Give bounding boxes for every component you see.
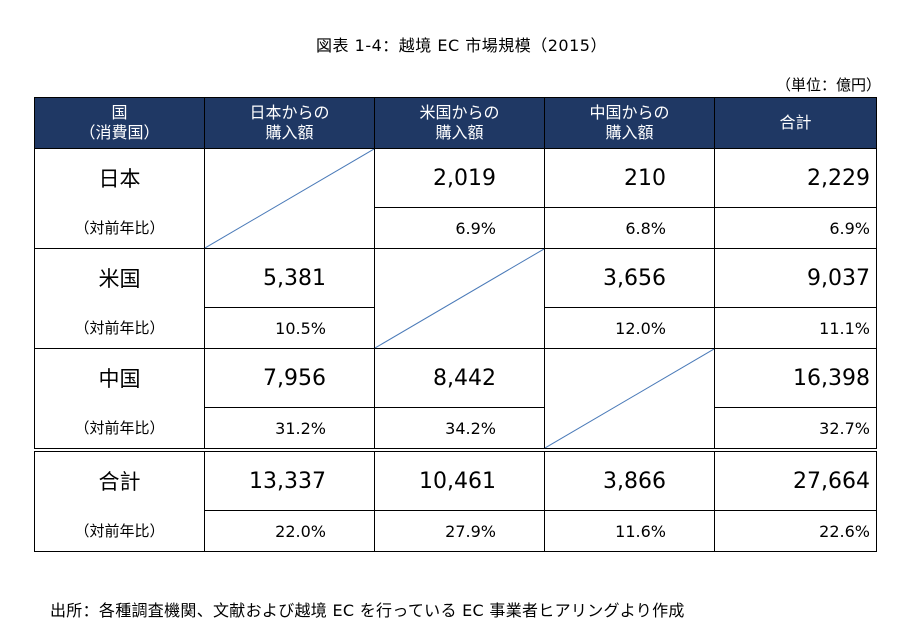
header-total: 合計 (714, 97, 877, 149)
header-from-china-line1: 中国からの (589, 103, 670, 122)
table-row-china: 中国 7,956 8,442 16,398 (34, 348, 877, 451)
row-label-china: 中国 (34, 348, 205, 408)
table-row-total-yoy: （対前年比） 22.0% 27.9% 11.6% 22.6% (34, 510, 877, 552)
cell-grand-total: 27,664 (714, 448, 877, 511)
cell-us-from-japan: 5,381 (204, 248, 375, 308)
cell-us-from-japan-yoy: 10.5% (204, 307, 375, 349)
cell-total-from-us: 10,461 (374, 448, 545, 511)
diagonal-line (545, 349, 714, 448)
cell-china-total: 16,398 (714, 348, 877, 408)
header-from-japan-line1: 日本からの (249, 103, 330, 122)
header-country-line2: （消費国） (79, 123, 160, 142)
cell-total-from-china: 3,866 (544, 448, 715, 511)
table-row-china-yoy: （対前年比） 31.2% 34.2% 32.7% (34, 407, 877, 451)
row-label-china-yoy: （対前年比） (34, 407, 205, 451)
row-label-japan-yoy: （対前年比） (34, 207, 205, 249)
cell-japan-total-yoy: 6.9% (714, 207, 877, 249)
cell-total-from-japan-yoy: 22.0% (204, 510, 375, 552)
cell-china-total-yoy: 32.7% (714, 407, 877, 451)
unit-label: （単位：億円） (775, 76, 881, 94)
cell-us-total-yoy: 11.1% (714, 307, 877, 349)
row-label-total-yoy: （対前年比） (34, 510, 205, 552)
table-row-japan-yoy: （対前年比） 6.9% 6.8% 6.9% (34, 207, 877, 249)
cell-us-total: 9,037 (714, 248, 877, 308)
table-row-us: 米国 5,381 3,656 9,037 (34, 248, 877, 349)
header-from-japan-line2: 購入額 (265, 123, 314, 142)
empty-cell-japan-from-japan (204, 148, 375, 249)
table-row-us-yoy: （対前年比） 10.5% 12.0% 11.1% (34, 307, 877, 349)
row-label-total: 合計 (34, 448, 205, 511)
row-label-us: 米国 (34, 248, 205, 308)
cell-japan-from-us-yoy: 6.9% (374, 207, 545, 249)
cell-japan-from-us: 2,019 (374, 148, 545, 208)
empty-cell-us-from-us (374, 248, 545, 349)
cell-total-from-us-yoy: 27.9% (374, 510, 545, 552)
cell-grand-total-yoy: 22.6% (714, 510, 877, 552)
cell-japan-total: 2,229 (714, 148, 877, 208)
header-from-us: 米国からの 購入額 (374, 97, 545, 149)
header-from-us-line2: 購入額 (435, 123, 484, 142)
cell-china-from-us-yoy: 34.2% (374, 407, 545, 451)
table-row-japan: 日本 2,019 210 2,229 (34, 148, 877, 249)
cell-total-from-japan: 13,337 (204, 448, 375, 511)
diagonal-line (375, 249, 544, 348)
header-from-china-line2: 購入額 (605, 123, 654, 142)
row-label-us-yoy: （対前年比） (34, 307, 205, 349)
figure-title: 図表 1-4：越境 EC 市場規模（2015） (316, 36, 607, 55)
cell-us-from-china: 3,656 (544, 248, 715, 308)
cell-japan-from-china-yoy: 6.8% (544, 207, 715, 249)
ec-market-table: 国 （消費国） 日本からの 購入額 米国からの 購入額 中国からの 購入額 合計… (34, 97, 877, 552)
header-from-japan: 日本からの 購入額 (204, 97, 375, 149)
cell-us-from-china-yoy: 12.0% (544, 307, 715, 349)
cell-japan-from-china: 210 (544, 148, 715, 208)
header-from-china: 中国からの 購入額 (544, 97, 715, 149)
cell-china-from-japan-yoy: 31.2% (204, 407, 375, 451)
cell-china-from-us: 8,442 (374, 348, 545, 408)
header-country-line1: 国 (111, 103, 128, 122)
empty-cell-china-from-china (544, 348, 715, 451)
header-from-us-line1: 米国からの (419, 103, 500, 122)
cell-china-from-japan: 7,956 (204, 348, 375, 408)
header-country: 国 （消費国） (34, 97, 205, 149)
source-note: 出所：各種調査機関、文献および越境 EC を行っている EC 事業者ヒアリングよ… (50, 601, 685, 620)
diagonal-line (205, 149, 374, 248)
row-label-japan: 日本 (34, 148, 205, 208)
cell-total-from-china-yoy: 11.6% (544, 510, 715, 552)
header-row: 国 （消費国） 日本からの 購入額 米国からの 購入額 中国からの 購入額 合計 (34, 97, 877, 149)
table-row-total: 合計 13,337 10,461 3,866 27,664 (34, 448, 877, 511)
